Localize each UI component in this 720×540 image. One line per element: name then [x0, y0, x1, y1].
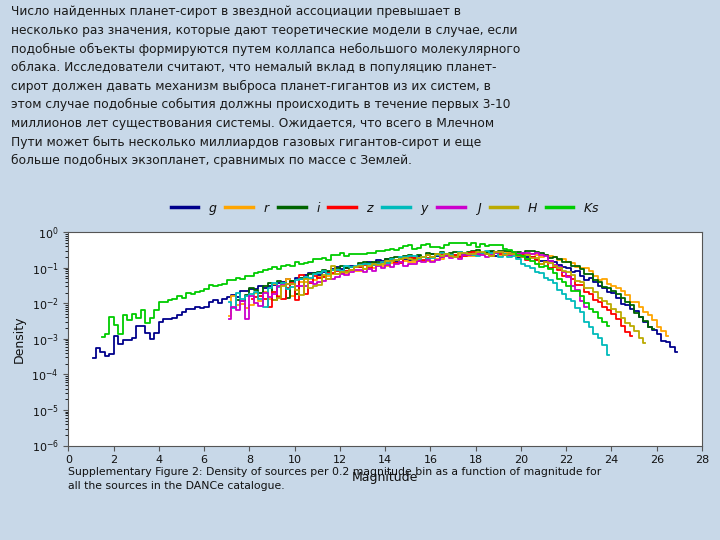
X-axis label: Magnitude: Magnitude: [352, 471, 418, 484]
Legend: $\mathit{g}$, $\mathit{r}$, $\mathit{i}$, $\mathit{z}$, $\mathit{y}$, $\mathit{J: $\mathit{g}$, $\mathit{r}$, $\mathit{i}$…: [166, 195, 605, 222]
Text: Supplementary Figure 2: Density of sources per 0.2 magnitude bin as a function o: Supplementary Figure 2: Density of sourc…: [68, 467, 602, 491]
Y-axis label: Density: Density: [13, 315, 26, 362]
Text: Число найденных планет-сирот в звездной ассоциации превышает в
несколько раз зна: Число найденных планет-сирот в звездной …: [11, 5, 520, 167]
